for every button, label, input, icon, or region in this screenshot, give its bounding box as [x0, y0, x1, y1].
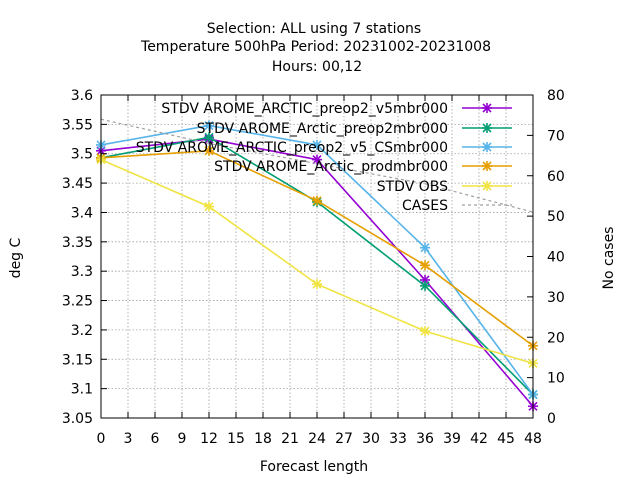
series-5 — [100, 118, 534, 213]
y2-tick-label: 0 — [547, 411, 556, 427]
legend-entry-0: STDV AROME_ARCTIC_preop2_v5mbr000 — [161, 101, 512, 117]
y-tick-label: 3.1 — [71, 382, 93, 398]
x-axis-label: Forecast length — [260, 459, 368, 475]
x-tick-label: 21 — [281, 431, 299, 447]
legend-label: CASES — [402, 198, 448, 214]
y-tick-label: 3.05 — [62, 411, 93, 427]
x-tick-label: 48 — [524, 431, 542, 447]
title-line-3: Hours: 00,12 — [272, 59, 362, 75]
y-tick-label: 3.55 — [62, 117, 93, 133]
y-axis-label: deg C — [8, 237, 24, 278]
legend-entry-2: STDV AROME_ARCTIC_preop2_v5_CSmbr000 — [136, 140, 512, 156]
y2-tick-label: 40 — [547, 250, 565, 266]
y2-axis-label: No cases — [601, 227, 617, 290]
chart-title: Selection: ALL using 7 stations Temperat… — [140, 21, 491, 75]
legend-entry-4: STDV OBS — [377, 179, 512, 195]
x-axis-ticks: 0 3 6 9 12 15 18 21 24 27 30 33 36 39 42 45 48 — [97, 95, 542, 447]
y-tick-label: 3.5 — [71, 147, 93, 163]
series-line — [100, 118, 534, 213]
x-tick-label: 18 — [254, 431, 272, 447]
y2-tick-label: 30 — [547, 290, 565, 306]
y-axis-ticks: 3.05 3.1 3.15 3.2 3.25 3.3 3.35 3.4 3.45 3.5 3.55 3… — [62, 88, 107, 427]
legend-entry-1: STDV AROME_Arctic_preop2mbr000 — [197, 121, 512, 137]
legend-label: STDV AROME_Arctic_prodmbr000 — [214, 159, 448, 175]
x-tick-label: 6 — [151, 431, 160, 447]
title-line-1: Selection: ALL using 7 stations — [207, 21, 421, 37]
x-tick-label: 9 — [178, 431, 187, 447]
y-tick-label: 3.35 — [62, 235, 93, 251]
x-tick-label: 33 — [389, 431, 407, 447]
x-tick-label: 30 — [362, 431, 380, 447]
y2-tick-label: 70 — [547, 128, 565, 144]
x-tick-label: 42 — [470, 431, 488, 447]
y2-tick-label: 80 — [547, 88, 565, 104]
x-tick-label: 39 — [443, 431, 461, 447]
y2-tick-label: 60 — [547, 169, 565, 185]
legend-label: STDV AROME_ARCTIC_preop2_v5_CSmbr000 — [136, 140, 448, 156]
x-tick-label: 15 — [227, 431, 245, 447]
y-tick-label: 3.3 — [71, 264, 93, 280]
x-tick-label: 36 — [416, 431, 434, 447]
series-4 — [96, 154, 538, 369]
legend: STDV AROME_ARCTIC_preop2_v5mbr000 STDV AR… — [136, 101, 512, 214]
y-tick-label: 3.2 — [71, 323, 93, 339]
x-tick-label: 12 — [200, 431, 218, 447]
x-tick-label: 0 — [97, 431, 106, 447]
legend-label: STDV AROME_Arctic_preop2mbr000 — [197, 121, 448, 137]
y-tick-label: 3.6 — [71, 88, 93, 104]
legend-entry-5: CASES — [402, 198, 512, 214]
y-tick-label: 3.4 — [71, 205, 93, 221]
y2-axis-ticks: 0 10 20 30 40 50 60 70 80 — [527, 88, 565, 427]
y2-tick-label: 10 — [547, 371, 565, 387]
legend-label: STDV OBS — [377, 179, 448, 195]
x-tick-label: 3 — [124, 431, 133, 447]
y-tick-label: 3.45 — [62, 176, 93, 192]
title-line-2: Temperature 500hPa Period: 20231002-2023… — [140, 39, 491, 55]
y-tick-label: 3.25 — [62, 294, 93, 310]
x-tick-label: 27 — [335, 431, 353, 447]
x-tick-label: 24 — [308, 431, 326, 447]
legend-label: STDV AROME_ARCTIC_preop2_v5mbr000 — [161, 101, 448, 117]
y2-tick-label: 50 — [547, 209, 565, 225]
legend-entry-3: STDV AROME_Arctic_prodmbr000 — [214, 159, 512, 175]
y2-tick-label: 20 — [547, 330, 565, 346]
y-tick-label: 3.15 — [62, 352, 93, 368]
x-tick-label: 45 — [497, 431, 515, 447]
